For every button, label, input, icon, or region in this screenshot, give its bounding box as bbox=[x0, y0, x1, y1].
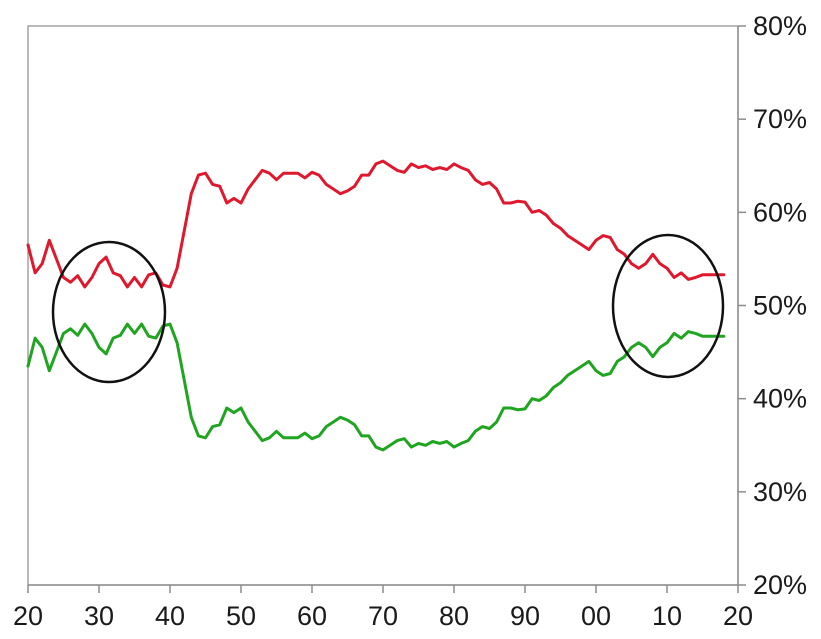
series-line-red bbox=[26, 159, 726, 289]
y-tick-label: 70% bbox=[753, 104, 807, 134]
x-tick-label: 30 bbox=[84, 601, 114, 631]
y-tick-label: 80% bbox=[753, 11, 807, 41]
x-tick-label: 40 bbox=[155, 601, 185, 631]
y-tick-label: 50% bbox=[753, 291, 807, 321]
x-tick-label: 70 bbox=[368, 601, 398, 631]
y-tick-label: 60% bbox=[753, 197, 807, 227]
annotations bbox=[51, 233, 725, 384]
x-tick-label: 60 bbox=[297, 601, 327, 631]
highlight-ellipse-left bbox=[51, 240, 167, 384]
x-tick-label: 10 bbox=[652, 601, 682, 631]
y-axis-ticks: 20% 30% 40% 50% 60% 70% 80% bbox=[738, 11, 807, 600]
x-tick-label: 20 bbox=[13, 601, 43, 631]
x-tick-label: 00 bbox=[581, 601, 611, 631]
x-tick-label: 90 bbox=[510, 601, 540, 631]
series-group bbox=[26, 159, 726, 452]
plot-area-frame bbox=[27, 25, 739, 586]
x-tick-label: 50 bbox=[226, 601, 256, 631]
x-tick-label: 80 bbox=[439, 601, 469, 631]
highlight-ellipse-right bbox=[611, 233, 725, 379]
x-tick-label: 20 bbox=[723, 601, 753, 631]
series-line-green bbox=[26, 322, 726, 452]
y-tick-label: 40% bbox=[753, 384, 807, 414]
x-axis-ticks: 20 30 40 50 60 70 80 90 00 10 20 bbox=[13, 585, 753, 631]
y-tick-label: 30% bbox=[753, 477, 807, 507]
y-tick-label: 20% bbox=[753, 570, 807, 600]
